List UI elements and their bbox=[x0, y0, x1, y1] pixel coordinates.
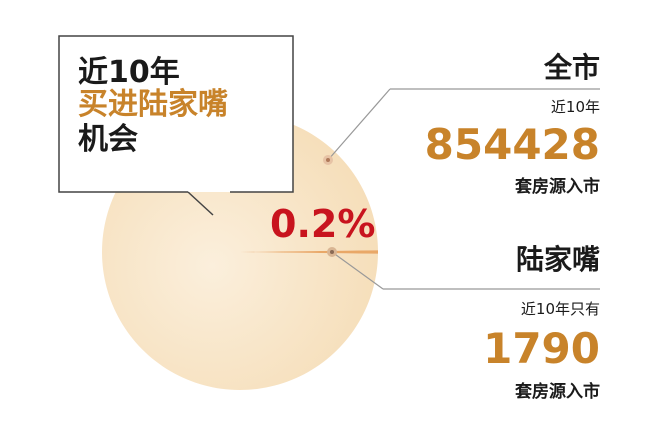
ljz-title: 陆家嘴 bbox=[515, 243, 600, 276]
ljz-leader bbox=[331, 251, 384, 290]
headline-line2: 买进陆家嘴 bbox=[78, 87, 228, 122]
percent-label: 0.2% bbox=[270, 205, 375, 243]
headline-box-border bbox=[58, 35, 294, 193]
city-leader bbox=[327, 88, 391, 161]
headline-box bbox=[59, 36, 293, 192]
headline-line1: 近10年 bbox=[78, 55, 180, 90]
headline-line3: 机会 bbox=[78, 122, 138, 157]
city-number: 854428 bbox=[424, 120, 600, 169]
pie-slice-ljz bbox=[240, 250, 378, 254]
ljz-post: 套房源入市 bbox=[515, 382, 600, 402]
city-title: 全市 bbox=[543, 51, 600, 84]
city-post: 套房源入市 bbox=[515, 177, 600, 197]
headline-pointer bbox=[187, 191, 214, 216]
ljz-number: 1790 bbox=[483, 324, 600, 373]
city-pre: 近10年 bbox=[550, 98, 600, 116]
percent-value: 0.2% bbox=[270, 202, 376, 246]
ljz-pre: 近10年只有 bbox=[520, 300, 600, 318]
